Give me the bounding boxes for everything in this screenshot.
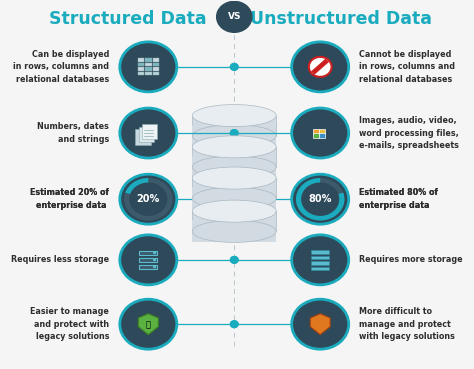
Bar bbox=[153, 72, 159, 75]
Circle shape bbox=[230, 63, 238, 70]
Wedge shape bbox=[296, 178, 345, 220]
Bar bbox=[311, 256, 329, 259]
Wedge shape bbox=[296, 178, 345, 220]
Ellipse shape bbox=[192, 156, 276, 178]
Bar bbox=[139, 251, 157, 255]
Circle shape bbox=[120, 299, 177, 349]
Text: Requires more storage: Requires more storage bbox=[359, 255, 463, 264]
Ellipse shape bbox=[192, 104, 276, 127]
Circle shape bbox=[292, 235, 349, 285]
Bar bbox=[311, 267, 329, 270]
Text: Estimated 20% of
enterprise data: Estimated 20% of enterprise data bbox=[30, 189, 109, 210]
Bar bbox=[192, 115, 276, 136]
Circle shape bbox=[292, 108, 349, 158]
Text: Estimated 80% of
enterprise data: Estimated 80% of enterprise data bbox=[359, 189, 438, 210]
Text: Requires less storage: Requires less storage bbox=[11, 255, 109, 264]
Text: Unstructured Data: Unstructured Data bbox=[250, 10, 432, 28]
Bar bbox=[146, 72, 152, 75]
Circle shape bbox=[230, 256, 238, 263]
Bar bbox=[311, 250, 329, 254]
Circle shape bbox=[154, 252, 155, 254]
Bar bbox=[138, 63, 144, 66]
Bar bbox=[138, 72, 144, 75]
Ellipse shape bbox=[192, 220, 276, 242]
Bar bbox=[142, 124, 157, 139]
Bar bbox=[192, 147, 276, 167]
Bar bbox=[153, 58, 159, 62]
Circle shape bbox=[230, 196, 238, 203]
Circle shape bbox=[120, 108, 177, 158]
Bar bbox=[192, 220, 276, 242]
Bar bbox=[153, 63, 159, 66]
Bar bbox=[311, 261, 329, 265]
Circle shape bbox=[120, 235, 177, 285]
Circle shape bbox=[230, 196, 238, 203]
Text: Estimated 20% of
enterprise data: Estimated 20% of enterprise data bbox=[30, 189, 109, 210]
Bar bbox=[146, 63, 152, 66]
Bar bbox=[313, 128, 319, 134]
Text: 20%: 20% bbox=[137, 194, 160, 204]
Circle shape bbox=[230, 321, 238, 328]
Circle shape bbox=[230, 130, 238, 136]
Bar bbox=[319, 133, 325, 138]
Circle shape bbox=[292, 174, 349, 224]
Ellipse shape bbox=[192, 125, 276, 147]
Bar bbox=[311, 59, 329, 75]
Bar bbox=[138, 58, 144, 62]
Ellipse shape bbox=[192, 167, 276, 189]
Ellipse shape bbox=[192, 200, 276, 222]
Bar bbox=[319, 128, 325, 134]
Bar bbox=[146, 67, 152, 70]
Circle shape bbox=[154, 259, 155, 261]
Bar bbox=[153, 67, 159, 70]
Bar bbox=[139, 265, 157, 269]
Bar bbox=[138, 67, 144, 70]
Circle shape bbox=[120, 174, 177, 224]
Circle shape bbox=[230, 130, 238, 136]
Bar bbox=[192, 211, 276, 231]
Bar bbox=[192, 156, 276, 178]
Circle shape bbox=[292, 299, 349, 349]
Circle shape bbox=[120, 42, 177, 92]
Circle shape bbox=[217, 1, 252, 32]
Bar bbox=[138, 127, 154, 142]
Circle shape bbox=[230, 256, 238, 263]
Text: Images, audio, video,
word processing files,
e-mails, spreadsheets: Images, audio, video, word processing fi… bbox=[359, 116, 459, 150]
Circle shape bbox=[230, 321, 238, 328]
Text: Can be displayed
in rows, columns and
relational databases: Can be displayed in rows, columns and re… bbox=[13, 50, 109, 84]
Polygon shape bbox=[310, 314, 330, 335]
Ellipse shape bbox=[192, 187, 276, 209]
Text: Easier to manage
and protect with
legacy solutions: Easier to manage and protect with legacy… bbox=[30, 307, 109, 341]
Text: Numbers, dates
and strings: Numbers, dates and strings bbox=[37, 122, 109, 144]
Circle shape bbox=[154, 266, 155, 268]
Text: Estimated 80% of
enterprise data: Estimated 80% of enterprise data bbox=[359, 189, 438, 210]
Text: More difficult to
manage and protect
with legacy solutions: More difficult to manage and protect wit… bbox=[359, 307, 455, 341]
Bar bbox=[192, 187, 276, 209]
Ellipse shape bbox=[192, 136, 276, 158]
Bar bbox=[135, 130, 151, 145]
Wedge shape bbox=[124, 178, 173, 220]
Bar bbox=[313, 133, 319, 138]
Text: Cannot be displayed
in rows, columns and
relational databases: Cannot be displayed in rows, columns and… bbox=[359, 50, 455, 84]
Bar bbox=[146, 58, 152, 62]
Circle shape bbox=[230, 63, 238, 70]
Bar bbox=[192, 178, 276, 198]
Polygon shape bbox=[138, 314, 158, 335]
Text: 🔧: 🔧 bbox=[146, 320, 151, 329]
Circle shape bbox=[309, 57, 332, 77]
Text: Structured Data: Structured Data bbox=[48, 10, 206, 28]
Text: 80%: 80% bbox=[309, 194, 332, 204]
Bar bbox=[192, 125, 276, 147]
Bar bbox=[139, 258, 157, 262]
Wedge shape bbox=[125, 178, 148, 194]
Text: VS: VS bbox=[228, 13, 241, 21]
Circle shape bbox=[292, 42, 349, 92]
